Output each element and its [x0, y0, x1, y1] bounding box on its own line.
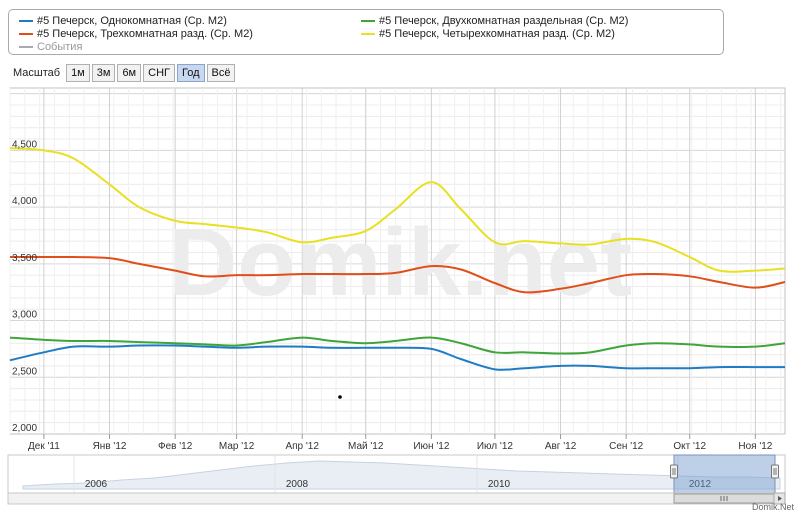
navigator-selection[interactable]: [673, 454, 776, 494]
legend-item-events[interactable]: События: [19, 41, 82, 53]
plot-area: [9, 87, 786, 435]
navigator-year-label: 2008: [286, 479, 309, 490]
legend-swatch: [19, 46, 33, 48]
series-line-4room[interactable]: [9, 147, 786, 273]
series-line-3room[interactable]: [10, 255, 786, 294]
x-tick-label: Янв '12: [93, 441, 127, 452]
range-button-ytd[interactable]: СНГ: [143, 64, 175, 82]
x-tick-label: Май '12: [348, 441, 384, 452]
credit-label: Domik.Net: [751, 502, 794, 512]
x-tick-label: Ноя '12: [738, 441, 772, 452]
legend-item-3room[interactable]: #5 Печерск, Трехкомнатная разд. (Ср. М2): [19, 28, 253, 40]
x-tick-label: Фев '12: [158, 441, 193, 452]
legend-item-4room[interactable]: #5 Печерск, Четырехкомнатная разд. (Ср. …: [361, 28, 615, 40]
range-button-year[interactable]: Год: [176, 64, 205, 82]
navigator-year-label: 2010: [488, 479, 511, 490]
series-line-1room[interactable]: [9, 344, 785, 371]
legend-swatch: [19, 33, 33, 35]
legend-label: #5 Печерск, Четырехкомнатная разд. (Ср. …: [379, 28, 615, 40]
range-button-6m[interactable]: 6м: [117, 64, 142, 82]
legend-swatch: [361, 33, 375, 35]
navigator-year-label: 2012: [689, 479, 712, 490]
x-tick-label: Июл '12: [477, 441, 514, 452]
y-tick-label: 4,500: [12, 139, 37, 150]
legend-label: #5 Печерск, Однокомнатная (Ср. М2): [37, 15, 227, 27]
x-tick-label: Дек '11: [28, 441, 60, 452]
y-tick-label: 4,000: [12, 196, 37, 207]
range-selector-label: Масштаб: [13, 67, 61, 79]
x-tick-label: Мар '12: [219, 441, 255, 452]
legend-label: #5 Печерск, Двухкомнатная раздельная (Ср…: [379, 15, 629, 27]
x-axis: Дек '11 Янв '12 Фев '12 Мар '12 Апр '12 Май '…: [28, 434, 773, 452]
cursor-dot: [338, 395, 342, 399]
y-tick-label: 3,500: [12, 253, 37, 264]
legend-label: #5 Печерск, Трехкомнатная разд. (Ср. М2): [37, 28, 253, 40]
series-layer: [9, 147, 786, 371]
legend-item-2room[interactable]: #5 Печерск, Двухкомнатная раздельная (Ср…: [361, 15, 628, 27]
legend-label: События: [37, 41, 83, 53]
x-tick-label: Авг '12: [545, 441, 577, 452]
range-button-1m[interactable]: 1м: [66, 64, 90, 82]
legend-item-1room[interactable]: #5 Печерск, Однокомнатная (Ср. М2): [19, 15, 227, 27]
navigator-handle[interactable]: [670, 464, 678, 479]
scrollbar-track[interactable]: [7, 492, 786, 505]
navigator-series: [22, 460, 781, 490]
navigator-year-label: 2006: [85, 479, 108, 490]
y-tick-label: 2,500: [12, 366, 37, 377]
range-selector: Масштаб 1м 3м 6м СНГ Год Всё: [13, 64, 237, 82]
legend-swatch: [361, 20, 375, 22]
y-axis: 2,000 2,500 3,000 3,500 4,000 4,500: [12, 139, 37, 434]
y-tick-label: 2,000: [12, 423, 37, 434]
x-tick-label: Окт '12: [673, 441, 706, 452]
x-tick-label: Сен '12: [609, 441, 644, 452]
range-button-3m[interactable]: 3м: [91, 64, 116, 82]
y-tick-label: 3,000: [12, 310, 37, 321]
arrow-right-icon: [778, 496, 782, 501]
legend-swatch: [19, 20, 33, 22]
legend: #5 Печерск, Однокомнатная (Ср. М2) #5 Пе…: [8, 9, 724, 55]
series-line-2room[interactable]: [9, 336, 786, 355]
x-tick-label: Июн '12: [413, 441, 449, 452]
navigator[interactable]: 2006 2008 2010 2012: [7, 454, 786, 505]
navigator-handle[interactable]: [771, 464, 779, 479]
plot-grid: [9, 87, 786, 435]
range-button-all[interactable]: Всё: [206, 64, 236, 82]
watermark: Domik.net: [168, 209, 632, 316]
x-tick-label: Апр '12: [285, 441, 319, 452]
